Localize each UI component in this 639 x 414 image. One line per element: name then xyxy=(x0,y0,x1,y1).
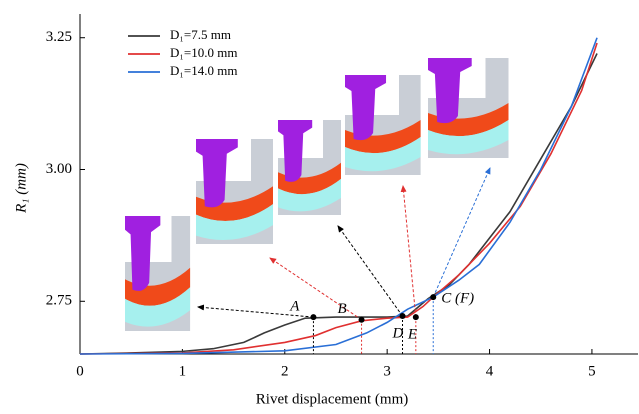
point xyxy=(412,314,419,321)
point-label: C (F) xyxy=(441,291,474,307)
arrow xyxy=(269,257,362,321)
point xyxy=(430,294,437,301)
arrow xyxy=(197,304,314,318)
x-tick-label: 3 xyxy=(383,363,391,379)
y-tick-label: 2.75 xyxy=(46,293,72,309)
point-label: E xyxy=(407,327,417,343)
series-line xyxy=(79,42,598,355)
x-tick-label: 4 xyxy=(486,363,494,379)
x-tick-label: 0 xyxy=(76,363,84,379)
arrow xyxy=(432,167,491,298)
x-tick-label: 5 xyxy=(588,363,596,379)
x-tick-label: 2 xyxy=(281,363,289,379)
legend-label: D₁=10.0 mm xyxy=(170,45,237,60)
series-line xyxy=(79,37,598,355)
x-axis-label: Rivet displacement (mm) xyxy=(256,391,408,407)
legend-label: D₁=7.5 mm xyxy=(170,27,231,42)
point-label: B xyxy=(338,301,347,317)
legend-label: D₁=14.0 mm xyxy=(170,63,237,78)
x-tick-label: 1 xyxy=(179,363,187,379)
series-line xyxy=(79,53,598,355)
point xyxy=(399,313,406,320)
y-tick-label: 3.25 xyxy=(46,29,72,45)
arrow xyxy=(400,185,417,318)
y-axis-label: R₁ (mm) xyxy=(13,163,29,214)
arrow xyxy=(337,225,403,317)
point-label: A xyxy=(289,299,300,315)
point xyxy=(358,316,365,323)
point xyxy=(310,314,317,321)
y-tick-label: 3.00 xyxy=(46,161,72,177)
point-label: D xyxy=(392,325,404,341)
